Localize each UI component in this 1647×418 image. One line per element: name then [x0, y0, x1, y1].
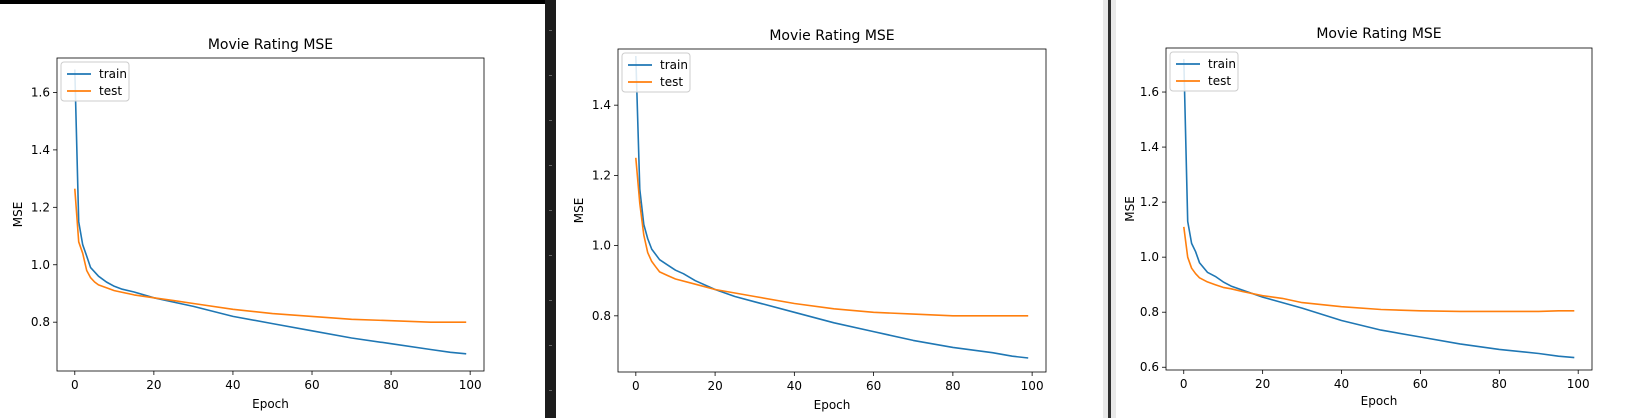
- legend-label-test: test: [99, 84, 122, 98]
- divider-tick: [549, 75, 552, 76]
- plot-frame: [56, 57, 485, 372]
- y-tick-label: 1.0: [31, 258, 50, 272]
- series-line-train: [635, 55, 1029, 359]
- y-tick-label: 1.4: [1140, 140, 1159, 154]
- y-tick-label: 1.0: [1140, 250, 1159, 264]
- x-tick-label: 0: [1180, 377, 1188, 391]
- x-tick-label: 20: [707, 379, 722, 393]
- legend-label-train: train: [1208, 57, 1236, 71]
- chart-2: Movie Rating MSE Epoch MSE 0 20 40 60 80 100 0.8 1…: [572, 28, 1047, 412]
- divider-tick: [549, 255, 552, 256]
- legend-label-test: test: [1208, 74, 1231, 88]
- x-tick-label: 100: [459, 378, 482, 392]
- series-line-train: [74, 69, 467, 355]
- chart-panel-3: Movie Rating MSE Epoch MSE 0 20 40 60 80 100 0.6 0…: [1116, 0, 1647, 418]
- x-axis-label: Epoch: [814, 398, 851, 412]
- legend-label-train: train: [99, 67, 127, 81]
- y-tick-label: 0.8: [592, 309, 611, 323]
- x-tick-label: 40: [787, 379, 802, 393]
- y-tick-label: 1.4: [31, 143, 50, 157]
- y-tick-label: 1.2: [592, 168, 611, 182]
- x-tick-label: 0: [632, 379, 640, 393]
- x-tick-label: 20: [1255, 377, 1270, 391]
- series-line-test: [635, 157, 1029, 317]
- y-tick-label: 1.4: [592, 98, 611, 112]
- chart-panel-2: Movie Rating MSE Epoch MSE 0 20 40 60 80 100 0.8 1…: [556, 0, 1103, 418]
- divider-tick: [549, 30, 552, 31]
- x-tick-label: 0: [71, 378, 79, 392]
- chart-3: Movie Rating MSE Epoch MSE 0 20 40 60 80 100 0.6 0…: [1123, 26, 1593, 408]
- y-tick-label: 1.6: [31, 85, 50, 99]
- divider-tick: [549, 120, 552, 121]
- divider-tick: [549, 345, 552, 346]
- x-tick-label: 100: [1567, 377, 1590, 391]
- y-axis-label: MSE: [11, 202, 25, 228]
- y-tick-label: 1.6: [1140, 85, 1159, 99]
- y-tick-label: 0.6: [1140, 360, 1159, 374]
- x-tick-label: 80: [1492, 377, 1507, 391]
- x-axis-label: Epoch: [1361, 394, 1398, 408]
- x-axis-label: Epoch: [252, 397, 289, 411]
- x-tick-label: 80: [945, 379, 960, 393]
- x-tick-label: 40: [225, 378, 240, 392]
- panel-divider-light: [1103, 0, 1116, 418]
- chart-panel-1: Movie Rating MSE Epoch MSE 0 20 40 60 80 100 0.8 1…: [0, 0, 545, 418]
- y-axis-label: MSE: [572, 198, 586, 224]
- series-line-test: [74, 188, 467, 324]
- y-tick-label: 1.2: [1140, 195, 1159, 209]
- series-line-train: [1183, 58, 1575, 359]
- divider-tick: [549, 390, 552, 391]
- x-tick-label: 20: [146, 378, 161, 392]
- x-tick-label: 100: [1021, 379, 1044, 393]
- y-tick-label: 1.2: [31, 200, 50, 214]
- y-axis-label: MSE: [1123, 196, 1137, 222]
- chart-title: Movie Rating MSE: [208, 37, 333, 53]
- chart-title: Movie Rating MSE: [1316, 26, 1441, 42]
- chart-title: Movie Rating MSE: [769, 28, 894, 44]
- legend-label-train: train: [660, 58, 688, 72]
- y-tick-label: 0.8: [31, 315, 50, 329]
- chart-1: Movie Rating MSE Epoch MSE 0 20 40 60 80 100 0.8 1…: [11, 37, 485, 411]
- panel-divider-dark: [545, 0, 556, 418]
- divider-tick: [549, 210, 552, 211]
- y-tick-label: 0.8: [1140, 305, 1159, 319]
- divider-tick: [549, 165, 552, 166]
- divider-edge: [1108, 0, 1111, 418]
- x-tick-label: 80: [383, 378, 398, 392]
- divider-tick: [549, 300, 552, 301]
- series-line-test: [1183, 226, 1575, 313]
- legend-label-test: test: [660, 75, 683, 89]
- y-tick-label: 1.0: [592, 239, 611, 253]
- plot-frame: [617, 48, 1047, 373]
- plot-frame: [1165, 47, 1593, 371]
- x-tick-label: 60: [866, 379, 881, 393]
- x-tick-label: 60: [304, 378, 319, 392]
- x-tick-label: 40: [1334, 377, 1349, 391]
- x-tick-label: 60: [1413, 377, 1428, 391]
